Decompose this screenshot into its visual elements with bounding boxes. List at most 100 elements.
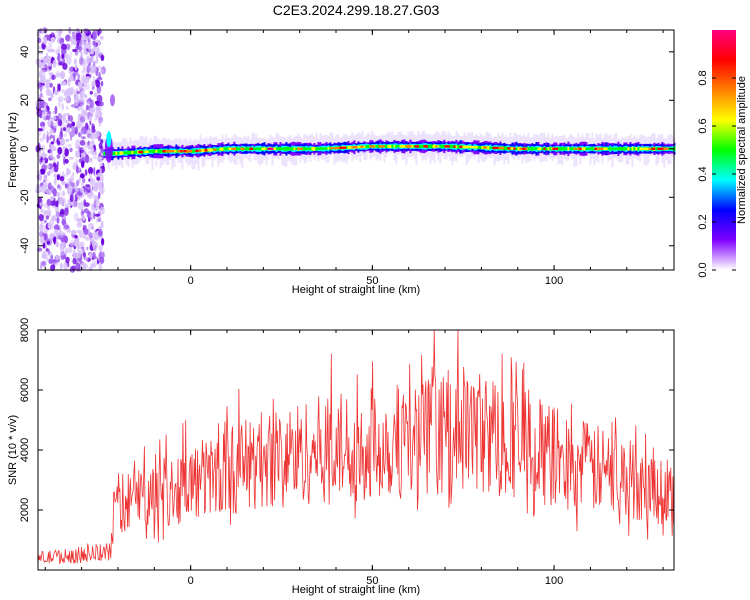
spectrogram-noise-cell <box>78 176 82 183</box>
spectrogram-noise-cell <box>89 114 92 121</box>
spectrogram-noise-cell <box>77 201 84 210</box>
spectrogram-noise-cell <box>99 256 104 263</box>
spectrogram-noise-cell <box>39 28 42 34</box>
spectrogram-noise-cell <box>76 165 79 174</box>
spectrogram-peak-cell <box>174 150 177 153</box>
spectrogram-noise-cell <box>81 69 87 75</box>
spectrogram-noise-cell <box>47 120 52 125</box>
spectrogram-peak-cell <box>552 147 559 150</box>
spectrogram-noise-cell <box>59 37 64 46</box>
spectrogram-noise-cell <box>49 91 52 97</box>
spectrogram-noise-cell <box>55 255 58 260</box>
y-tick-label: 2000 <box>19 498 31 522</box>
spectrogram-peak-cell <box>351 146 358 149</box>
spectrogram-noise-cell <box>67 178 70 188</box>
spectrogram-noise-cell <box>100 54 105 62</box>
spectrogram-noise-cell <box>64 53 70 57</box>
spectrogram-onset-burst <box>110 94 116 107</box>
spectrogram-band-cell <box>327 147 330 150</box>
spectrogram-peak-cell <box>378 145 385 148</box>
spectrogram-band-cell <box>609 146 612 151</box>
spectrogram-band-cell <box>427 145 430 148</box>
spectrogram-band-cell <box>533 147 536 150</box>
spectrogram-band-cell <box>295 147 298 150</box>
spectrogram-noise-cell <box>63 261 68 271</box>
spectrogram-noise-cell <box>62 81 67 86</box>
spectrogram-noise-cell <box>84 76 91 81</box>
spectrogram-x-axis-label: Height of straight line (km) <box>292 284 420 296</box>
spectrogram-noise-cell <box>93 183 97 188</box>
spectrogram-band-cell <box>541 147 544 151</box>
spectrogram-noise-cell <box>49 82 53 88</box>
spectrogram-noise-cell <box>76 123 80 128</box>
spectrogram-halo-cell <box>141 136 144 157</box>
spectrogram-noise-cell <box>72 40 78 46</box>
spectrogram-noise-cell <box>56 154 61 159</box>
spectrogram-noise-cell <box>73 58 77 65</box>
spectrogram-noise-cell <box>87 41 92 51</box>
spectrogram-band-cell <box>129 150 132 155</box>
spectrogram-noise-cell <box>56 217 60 224</box>
snr-frame <box>37 329 675 571</box>
spectrogram-y-axis-label: Frequency (Hz) <box>7 112 19 188</box>
spectrogram-noise-cell <box>86 193 91 198</box>
spectrogram-peak-cell <box>405 145 409 148</box>
spectrogram-noise-cell <box>49 149 53 155</box>
spectrogram-noise-cell <box>52 134 56 143</box>
spectrogram-noise-cell <box>38 173 42 182</box>
spectrogram-noise-cell <box>47 210 51 217</box>
spectrogram-peak-cell <box>414 145 419 148</box>
spectrogram-peak-cell <box>207 148 213 152</box>
spectrogram-noise-cell <box>73 94 80 103</box>
spectrogram-noise-cell <box>40 121 46 128</box>
spectrogram-peak-cell <box>573 147 576 150</box>
spectrogram-noise-cell <box>52 59 57 69</box>
spectrogram-band-cell <box>397 145 400 148</box>
spectrogram-noise-cell <box>49 48 56 53</box>
spectrogram-band-cell <box>287 146 290 151</box>
spectrogram-noise-cell <box>81 160 85 168</box>
colorbar: 0.0 0.2 0.4 0.6 0.8 Normalized spectral ampl… <box>697 30 748 278</box>
colorbar-ticks: 0.0 0.2 0.4 0.6 0.8 <box>697 70 736 278</box>
spectrogram-noise-cell <box>83 41 87 49</box>
spectrogram-band-cell <box>619 147 622 151</box>
spectrogram-noise-cell <box>44 182 48 189</box>
spectrogram-band-cell <box>293 147 296 151</box>
spectrogram-noise-cell <box>93 200 97 209</box>
spectrogram-band-cell <box>505 146 508 151</box>
spectrogram-noise-cell <box>60 49 67 55</box>
spectrogram-noise-cell <box>57 146 63 155</box>
spectrogram-noise-cell <box>93 166 96 176</box>
spectrogram-noise-cell <box>57 112 63 121</box>
colorbar-tick-label: 0.8 <box>697 70 709 85</box>
spectrogram-band-cell <box>549 147 552 151</box>
spectrogram-noise-cell <box>68 75 74 82</box>
spectrogram-noise-cell <box>46 198 51 206</box>
spectrogram-noise-cell <box>93 211 96 220</box>
spectrogram-peak-cell <box>513 147 516 150</box>
spectrogram-band-cell <box>559 146 562 151</box>
spectrogram-noise-cell <box>72 48 78 53</box>
spectrogram-band-cell <box>629 147 632 150</box>
spectrogram-noise-cell <box>98 262 103 272</box>
spectrogram-noise-cell <box>64 148 69 157</box>
spectrogram-band-cell <box>255 147 258 150</box>
spectrogram-noise-cell <box>65 105 69 110</box>
spectrogram-band-cell <box>457 144 460 149</box>
spectrogram-noise-cell <box>39 223 44 232</box>
spectrogram-noise-cell <box>92 40 96 46</box>
spectrogram-noise-cell <box>45 87 50 96</box>
spectrogram-noise-cell <box>59 137 65 145</box>
spectrogram-peak-cell <box>648 147 651 150</box>
spectrogram-noise-cell <box>91 54 95 63</box>
spectrogram-noise-cell <box>97 112 101 120</box>
spectrogram-noise-cell <box>80 115 86 123</box>
x-tick-label: 50 <box>366 275 378 287</box>
spectrogram-band-cell <box>591 146 594 151</box>
spectrogram-peak-cell <box>537 147 542 150</box>
spectrogram-noise-cell <box>92 194 97 198</box>
spectrogram-peak-cell <box>522 147 527 150</box>
spectrogram-peak-cell <box>465 145 472 149</box>
spectrogram-noise-cell <box>49 142 52 151</box>
spectrogram-peak-cell <box>168 150 175 153</box>
